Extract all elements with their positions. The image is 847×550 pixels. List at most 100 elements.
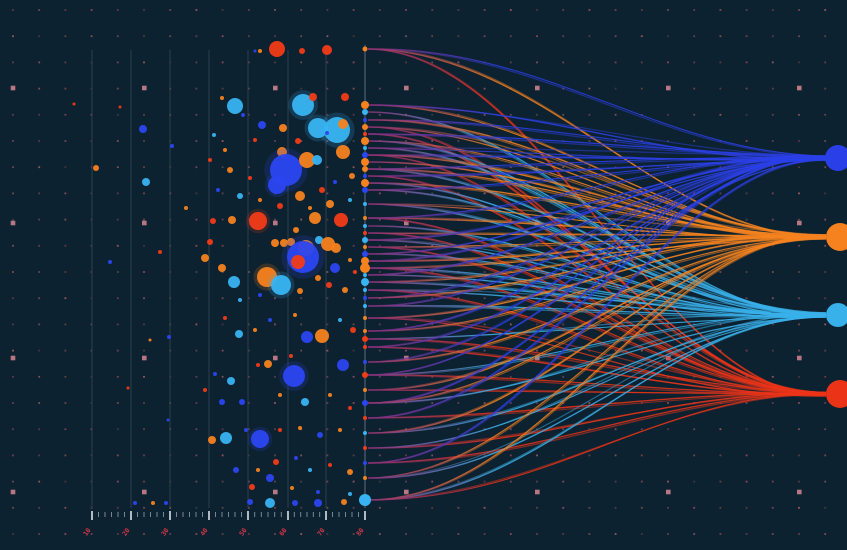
- grid-dot: [64, 323, 67, 326]
- grid-dot: [562, 218, 565, 221]
- spine-point: [361, 101, 369, 109]
- grid-dot: [509, 428, 512, 431]
- bubble: [151, 501, 155, 505]
- grid-dot: [562, 375, 565, 378]
- bubble: [314, 499, 322, 507]
- grid-dot: [64, 454, 67, 457]
- bubble: [278, 428, 282, 432]
- grid-dot: [798, 271, 800, 273]
- grid-dot: [457, 402, 460, 404]
- bubble: [118, 105, 122, 109]
- grid-dot: [431, 9, 434, 11]
- grid-dot: [483, 323, 486, 326]
- grid-dot: [824, 9, 827, 11]
- grid-dot: [483, 192, 486, 195]
- grid-dot: [195, 349, 198, 352]
- grid-dot: [326, 506, 329, 509]
- grid-dot: [247, 506, 250, 509]
- spine-point: [362, 372, 368, 378]
- grid-dot: [326, 113, 329, 116]
- grid-dot: [274, 218, 276, 221]
- grid-dot: [352, 113, 355, 116]
- grid-dot: [798, 375, 800, 378]
- bubble: [220, 96, 224, 100]
- grid-dot: [483, 113, 486, 116]
- grid-accent-square: [273, 220, 278, 226]
- grid-dot: [169, 35, 172, 38]
- bubble: [133, 501, 137, 505]
- grid-dot: [378, 271, 381, 273]
- flow-link: [367, 267, 827, 395]
- grid-dot: [536, 480, 538, 483]
- grid-dot: [719, 271, 722, 273]
- bubble: [328, 463, 332, 467]
- bubble: [253, 328, 257, 332]
- grid-dot: [431, 192, 434, 195]
- grid-dot: [405, 192, 407, 195]
- bubble: [317, 432, 323, 438]
- bubble: [277, 203, 283, 209]
- grid-dot: [614, 35, 617, 38]
- tick-label: 40: [199, 526, 210, 537]
- grid-dot: [116, 113, 119, 116]
- bubble: [273, 459, 279, 465]
- flow-link: [367, 392, 827, 501]
- grid-dot: [38, 140, 41, 142]
- grid-dot: [640, 480, 643, 483]
- grid-dot: [116, 402, 119, 404]
- bubble: [108, 260, 112, 264]
- grid-dot: [457, 297, 460, 300]
- grid-dot: [719, 506, 722, 509]
- grid-dot: [195, 166, 198, 169]
- grid-dot: [562, 61, 565, 64]
- bubble: [337, 359, 349, 371]
- bubble: [348, 406, 352, 410]
- grid-dot: [221, 323, 224, 326]
- dot-grid-layer: [10, 9, 827, 535]
- grid-dot: [640, 454, 643, 457]
- flow-link: [367, 182, 827, 315]
- flow-link: [367, 235, 827, 299]
- bubble: [322, 45, 332, 55]
- grid-dot: [300, 533, 303, 535]
- spine-point: [363, 316, 367, 320]
- grid-dot: [326, 480, 329, 483]
- grid-dot: [798, 192, 800, 195]
- grid-dot: [824, 480, 827, 483]
- grid-dot: [745, 480, 748, 483]
- grid-dot: [90, 9, 93, 11]
- bubble: [265, 498, 275, 508]
- tick-label: 50: [238, 526, 249, 537]
- grid-dot: [274, 323, 276, 326]
- grid-dot: [614, 244, 617, 247]
- grid-dot: [745, 297, 748, 300]
- tick-label: 70: [316, 526, 327, 537]
- grid-dot: [64, 244, 67, 247]
- grid-dot: [509, 218, 512, 221]
- bubble: [348, 492, 352, 496]
- grid-dot: [143, 323, 145, 326]
- bubble: [203, 388, 207, 392]
- bubble: [239, 399, 245, 405]
- grid-dot: [562, 533, 565, 535]
- grid-accent-square: [142, 489, 147, 495]
- grid-dot: [378, 113, 381, 116]
- bubble: [264, 360, 272, 368]
- grid-dot: [221, 454, 224, 457]
- grid-dot: [247, 428, 250, 431]
- grid-dot: [195, 244, 198, 247]
- flow-link: [367, 392, 827, 449]
- grid-dot: [719, 61, 722, 64]
- grid-dot: [221, 480, 224, 483]
- grid-dot: [483, 480, 486, 483]
- grid-dot: [195, 35, 198, 38]
- bubble: [258, 49, 262, 53]
- grid-dot: [562, 9, 565, 11]
- grid-dot: [274, 428, 276, 431]
- grid-dot: [352, 9, 355, 11]
- grid-dot: [326, 428, 329, 431]
- grid-dot: [745, 428, 748, 431]
- grid-dot: [614, 87, 617, 90]
- grid-dot: [352, 506, 355, 509]
